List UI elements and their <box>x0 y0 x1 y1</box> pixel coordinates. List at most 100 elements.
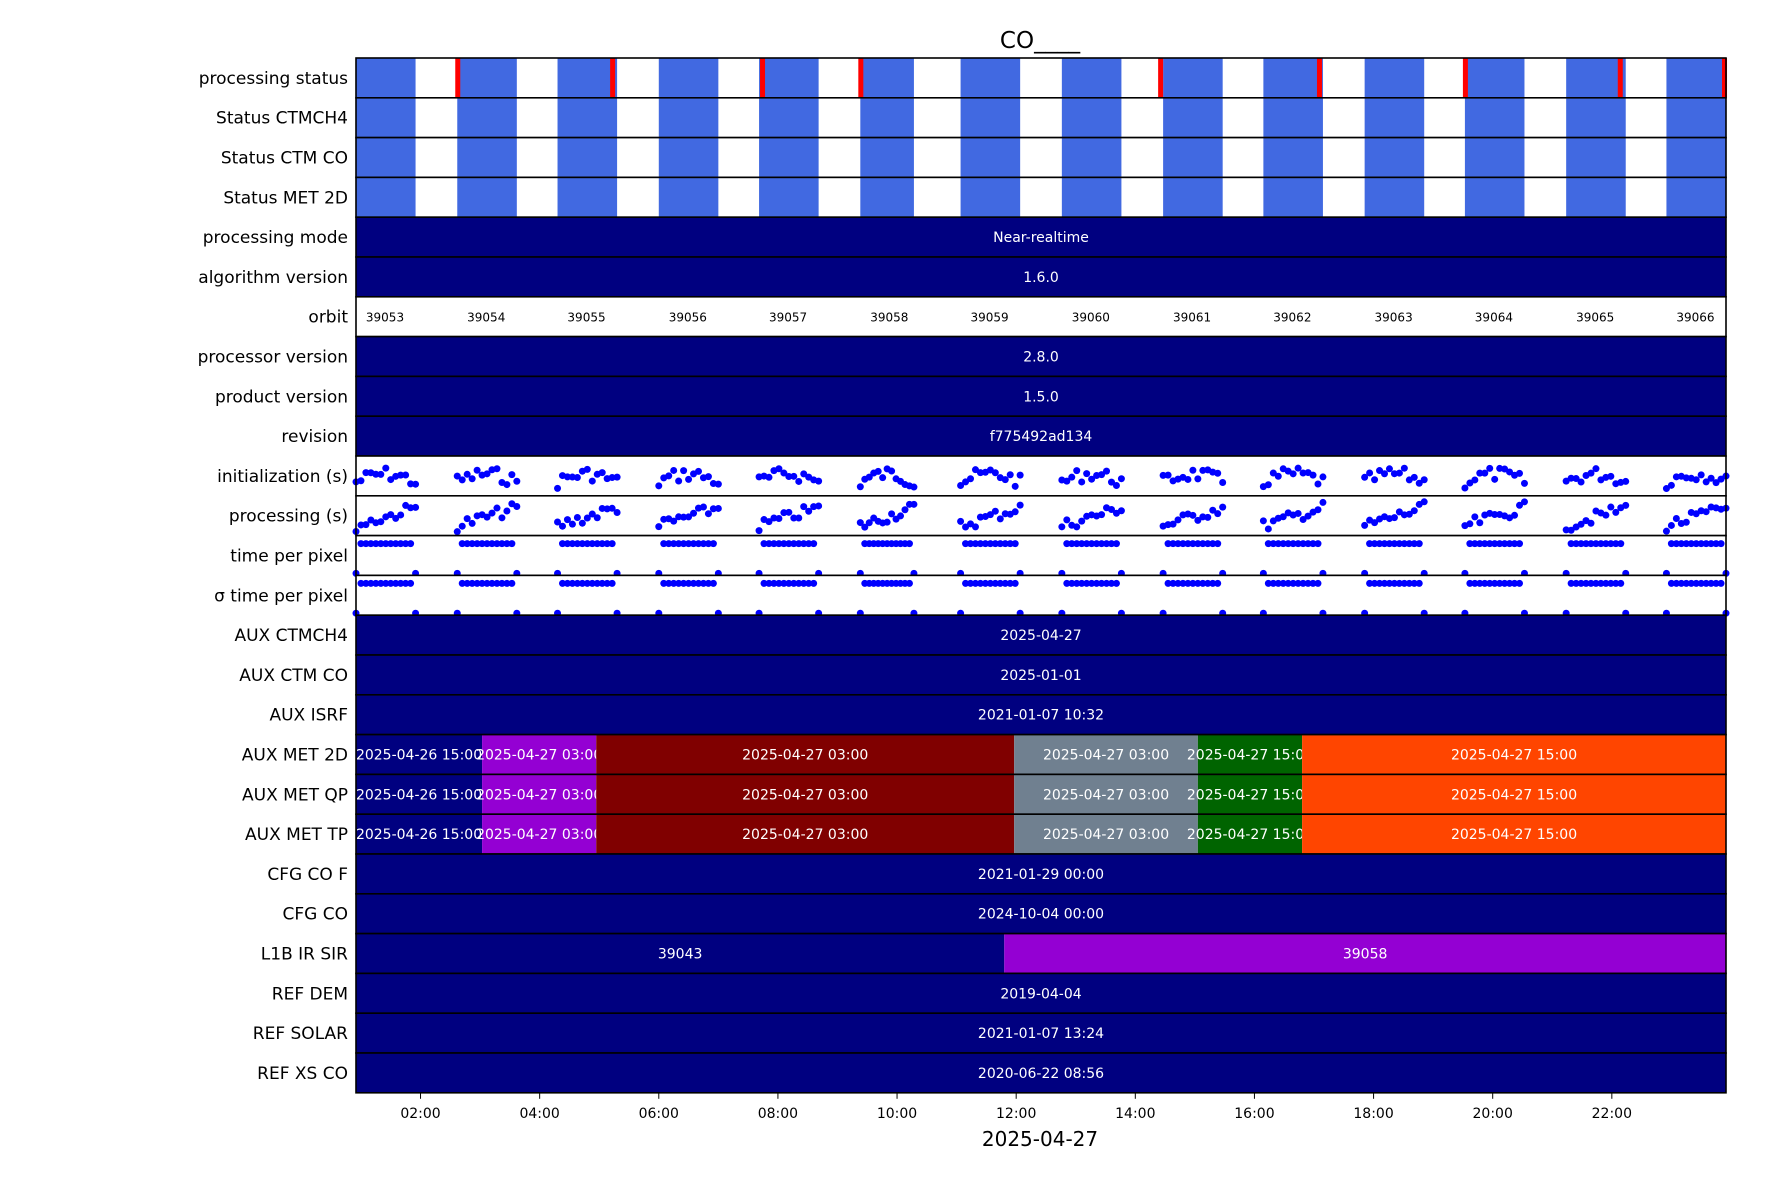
scatter-point <box>563 579 571 587</box>
scatter-point <box>397 579 405 587</box>
bar-segment-label: 2020-06-22 08:56 <box>978 1066 1104 1082</box>
scatter-point <box>1083 579 1091 587</box>
scatter-point <box>1572 540 1580 548</box>
bar-segment-label: 2025-04-26 15:00 <box>356 827 482 843</box>
status-granule <box>960 58 1021 98</box>
orbit-label: 39056 <box>669 311 707 325</box>
scatter-point <box>1083 470 1091 478</box>
scatter-point <box>1415 579 1423 587</box>
scatter-point <box>675 579 683 587</box>
scatter-point <box>1491 475 1499 483</box>
scatter-point <box>1078 478 1086 486</box>
bar-segment <box>356 854 1726 894</box>
scatter-point <box>1073 540 1081 548</box>
status-granule <box>356 58 416 98</box>
scatter-point <box>1376 579 1384 587</box>
scatter-point <box>1184 540 1192 548</box>
scatter-point <box>1294 509 1302 517</box>
scatter-point <box>1179 540 1187 548</box>
row-label: processor version <box>198 348 348 368</box>
scatter-point <box>1607 472 1615 480</box>
scatter-point <box>1692 579 1700 587</box>
bar-segment <box>356 893 1726 934</box>
scatter-point <box>1486 464 1494 472</box>
scatter-point <box>493 540 501 548</box>
scatter-point <box>1319 473 1327 481</box>
scatter-point <box>709 505 717 513</box>
failed-marker <box>1722 58 1728 98</box>
scatter-point <box>1204 579 1212 587</box>
scatter-point <box>588 540 596 548</box>
scatter-point <box>1707 540 1715 548</box>
scatter-point <box>1371 579 1379 587</box>
scatter-point <box>503 481 511 489</box>
scatter-point <box>453 472 461 480</box>
row-label: L1B IR SIR <box>261 945 348 965</box>
scatter-point <box>897 512 905 520</box>
scatter-point <box>967 579 975 587</box>
row-label: Status CTM CO <box>221 149 348 169</box>
scatter-point <box>563 473 571 481</box>
row-label: product version <box>215 387 348 407</box>
scatter-point <box>1309 540 1317 548</box>
scatter-point <box>1006 540 1014 548</box>
scatter-point <box>1304 540 1312 548</box>
scatter-point <box>1702 508 1710 516</box>
scatter-point <box>1717 540 1725 548</box>
scatter-background <box>356 456 1726 496</box>
scatter-point <box>488 509 496 517</box>
scatter-point <box>1189 579 1197 587</box>
scatter-point <box>986 579 994 587</box>
scatter-point <box>1103 540 1111 548</box>
bar-segment-label: 2025-04-27 <box>1000 628 1081 644</box>
scatter-point <box>1380 470 1388 478</box>
scatter-point <box>1304 579 1312 587</box>
scatter-point <box>1390 579 1398 587</box>
scatter-point <box>1189 466 1197 474</box>
scatter-point <box>1078 517 1086 525</box>
row-algorithm-version: algorithm version 1.6.0 <box>198 256 1727 298</box>
bar-segment <box>1014 814 1198 854</box>
bar-segment-label: 2025-04-27 03:00 <box>476 827 602 843</box>
bar-segment <box>1014 734 1198 775</box>
scatter-point <box>603 579 611 587</box>
scatter-point <box>412 503 420 511</box>
scatter-point <box>971 540 979 548</box>
status-granule <box>356 97 416 138</box>
scatter-point <box>1269 540 1277 548</box>
scatter-point <box>1712 479 1720 487</box>
bar-segment-label: 2025-04-27 15:00 <box>1187 787 1313 803</box>
scatter-point <box>685 540 693 548</box>
scatter-point <box>1712 540 1720 548</box>
scatter-point <box>785 540 793 548</box>
scatter-point <box>795 477 803 485</box>
scatter-point <box>685 513 693 521</box>
scatter-point <box>1697 540 1705 548</box>
scatter-point <box>971 579 979 587</box>
scatter-point <box>573 473 581 481</box>
scatter-point <box>1107 505 1115 513</box>
status-granule <box>1464 97 1525 138</box>
scatter-point <box>1209 506 1217 514</box>
scatter-point <box>1189 540 1197 548</box>
scatter-point <box>1506 468 1514 476</box>
scatter-point <box>387 540 395 548</box>
scatter-point <box>1511 540 1519 548</box>
scatter-point <box>1103 467 1111 475</box>
scatter-point <box>1672 515 1680 523</box>
scatter-point <box>1304 512 1312 520</box>
scatter-point <box>1471 513 1479 521</box>
scatter-point <box>962 540 970 548</box>
scatter-point <box>1279 540 1287 548</box>
scatter-point <box>704 579 712 587</box>
scatter-point <box>1707 474 1715 482</box>
scatter-point <box>1294 579 1302 587</box>
scatter-point <box>1622 477 1630 485</box>
scatter-point <box>362 521 370 529</box>
scatter-point <box>1420 498 1428 506</box>
status-granule <box>1364 58 1425 98</box>
failed-marker <box>1316 58 1322 98</box>
row-label: AUX MET 2D <box>242 746 348 766</box>
scatter-point <box>372 470 380 478</box>
